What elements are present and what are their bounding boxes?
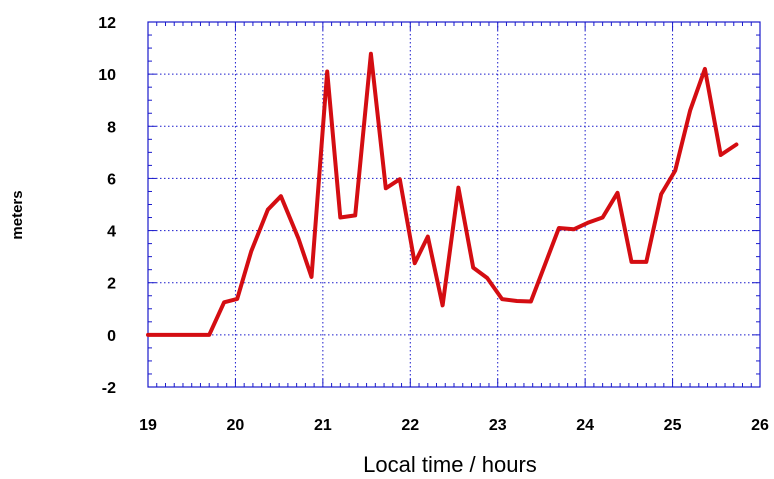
axis-ticks	[147, 21, 761, 388]
y-tick-labels: -2 0 2 4 6 8 10 12	[98, 15, 116, 397]
y-tick-label: 0	[107, 328, 116, 345]
x-tick-label: 25	[664, 417, 682, 434]
plot-frame	[147, 21, 761, 388]
x-tick-label: 22	[401, 417, 419, 434]
y-tick-label: 6	[107, 171, 116, 188]
x-tick-label: 23	[489, 417, 507, 434]
y-axis-label: meters	[9, 190, 26, 239]
y-tick-label: -2	[102, 380, 116, 397]
x-tick-label: 20	[227, 417, 245, 434]
grid-lines	[148, 22, 760, 387]
y-tick-label: 2	[107, 276, 116, 293]
x-axis-label: Local time / hours	[363, 452, 537, 477]
y-tick-label: 12	[98, 15, 116, 32]
x-tick-label: 21	[314, 417, 332, 434]
x-tick-label: 26	[751, 417, 769, 434]
y-tick-label: 8	[107, 119, 116, 136]
y-tick-label: 10	[98, 67, 116, 84]
series-line	[146, 51, 739, 337]
x-tick-label: 24	[576, 417, 594, 434]
y-tick-label: 4	[107, 224, 116, 241]
x-tick-labels: 19 20 21 22 23 24 25 26	[139, 417, 769, 434]
x-tick-label: 19	[139, 417, 157, 434]
